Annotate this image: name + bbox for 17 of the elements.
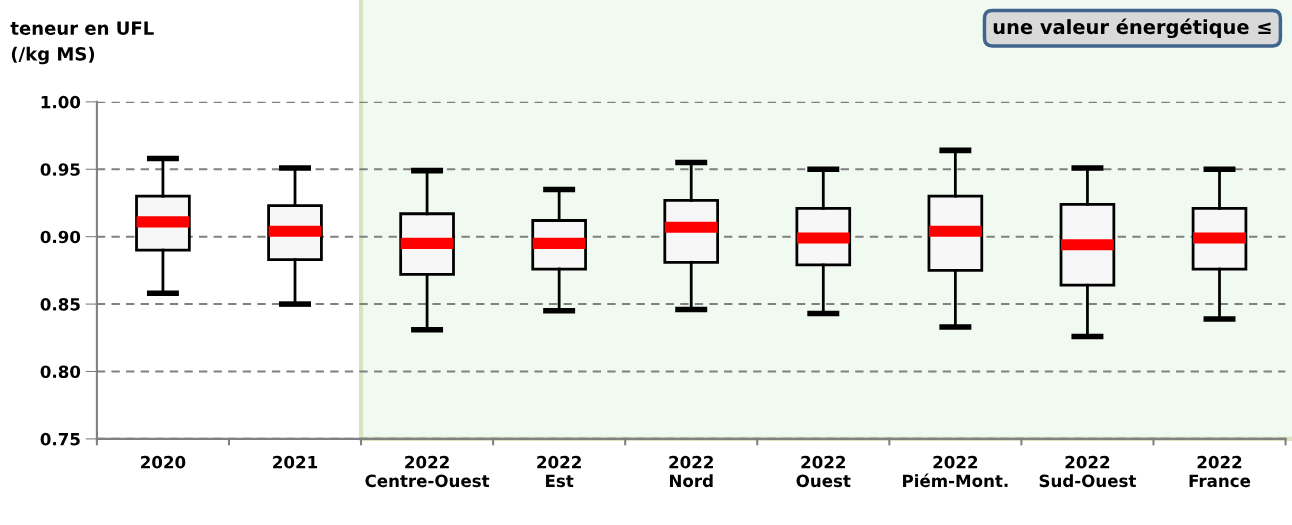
x-tick-label: 2022 Piém-Mont. xyxy=(903,455,1008,488)
y-tick-label: 0.75 xyxy=(40,432,80,446)
x-tick-label: 2022 Centre-Ouest xyxy=(365,455,490,488)
y-tick-label: 1.00 xyxy=(41,95,81,109)
x-tick-label: 2022 Nord xyxy=(669,455,713,488)
y-tick-label: 0.80 xyxy=(40,365,81,379)
x-tick-label: 2021 xyxy=(273,455,318,469)
x-tick-label: 2020 xyxy=(141,455,186,469)
y-tick-label: 0.90 xyxy=(40,230,81,244)
y-axis-title: teneur en UFL (/kg MS) xyxy=(10,21,154,65)
x-tick-label: 2022 Est xyxy=(537,455,581,488)
y-tick-label: 0.95 xyxy=(40,163,80,176)
x-tick-label: 2022 Ouest xyxy=(796,455,851,488)
x-tick-label: 2022 Sud-Ouest xyxy=(1039,455,1137,488)
text: une valeur énergétique ≤ xyxy=(993,18,1271,39)
x-tick-label: 2022 France xyxy=(1189,455,1251,488)
y-tick-label: 0.85 xyxy=(40,298,80,311)
